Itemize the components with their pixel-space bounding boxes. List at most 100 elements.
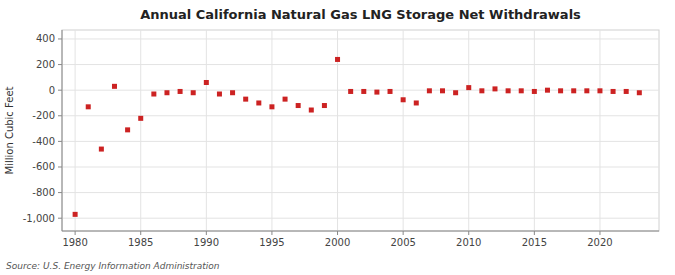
x-tick-label: 2005 xyxy=(390,237,415,248)
point xyxy=(178,89,183,94)
point xyxy=(545,88,550,93)
point xyxy=(597,88,602,93)
x-grid-line xyxy=(75,30,76,231)
y-tick-label: -400 xyxy=(32,136,55,147)
title: Annual California Natural Gas LNG Storag… xyxy=(140,7,581,22)
x-tick-label: 1995 xyxy=(259,237,284,248)
y-grid-line xyxy=(62,64,659,65)
point xyxy=(374,90,379,95)
y-grid-line xyxy=(62,192,659,193)
point xyxy=(86,104,91,109)
point xyxy=(99,147,104,152)
point xyxy=(164,90,169,95)
x-tick xyxy=(206,231,207,235)
point xyxy=(571,88,576,93)
point xyxy=(138,116,143,121)
point xyxy=(453,90,458,95)
x-tick xyxy=(140,231,141,235)
y-tick-label: 0 xyxy=(49,85,55,96)
y-grid-line xyxy=(62,90,659,91)
y-tick xyxy=(58,141,62,142)
x-axis-line xyxy=(62,231,659,232)
axes: -1,000 -800 -600 -400 -200 0 200 400 1980 1985 199… xyxy=(23,30,659,248)
x-tick xyxy=(403,231,404,235)
x-grid-line xyxy=(140,30,141,231)
point xyxy=(584,88,589,93)
points xyxy=(73,57,642,217)
point xyxy=(296,103,301,108)
y-grid-line xyxy=(62,115,659,116)
point xyxy=(269,104,274,109)
x-tick-label: 2020 xyxy=(587,237,612,248)
point xyxy=(361,89,366,94)
x-grid-line xyxy=(534,30,535,231)
x-tick xyxy=(534,231,535,235)
x-tick-label: 1990 xyxy=(194,237,219,248)
point xyxy=(112,84,117,89)
y-grid-line xyxy=(62,38,659,39)
x-tick-label: 1985 xyxy=(128,237,153,248)
y-grid-line xyxy=(62,218,659,219)
x-tick-label: 2000 xyxy=(325,237,350,248)
point xyxy=(204,80,209,85)
y-axis-line xyxy=(62,30,63,231)
point xyxy=(427,88,432,93)
point xyxy=(230,90,235,95)
point xyxy=(217,92,222,97)
x-tick xyxy=(468,231,469,235)
y-tick-label: 200 xyxy=(36,59,55,70)
point xyxy=(256,100,261,105)
point xyxy=(125,127,130,132)
point xyxy=(479,88,484,93)
y-grid-line xyxy=(62,141,659,142)
y-tick xyxy=(58,192,62,193)
plot-frame xyxy=(62,30,659,231)
x-grid-line xyxy=(599,30,600,231)
point xyxy=(191,90,196,95)
y-tick xyxy=(58,90,62,91)
y-tick-label: -200 xyxy=(32,110,55,121)
x-tick-label: 2015 xyxy=(522,237,547,248)
point xyxy=(532,89,537,94)
point xyxy=(73,212,78,217)
point xyxy=(322,103,327,108)
grid xyxy=(62,30,659,231)
y-tick-label: 400 xyxy=(36,33,55,44)
x-tick xyxy=(271,231,272,235)
y-tick xyxy=(58,166,62,167)
point xyxy=(335,57,340,62)
point xyxy=(519,88,524,93)
point xyxy=(492,86,497,91)
x-tick-label: 2010 xyxy=(456,237,481,248)
point xyxy=(624,89,629,94)
x-tick-label: 1980 xyxy=(62,237,87,248)
point xyxy=(151,92,156,97)
x-tick xyxy=(599,231,600,235)
source-note: Source: U.S. Energy Information Administ… xyxy=(6,261,220,271)
point xyxy=(388,89,393,94)
point xyxy=(309,108,314,113)
point xyxy=(243,97,248,102)
y-grid-line xyxy=(62,166,659,167)
point xyxy=(611,89,616,94)
y-tick-label: -800 xyxy=(32,187,55,198)
point xyxy=(414,100,419,105)
x-tick xyxy=(337,231,338,235)
point xyxy=(283,97,288,102)
point xyxy=(466,85,471,90)
x-tick xyxy=(75,231,76,235)
x-grid-line xyxy=(271,30,272,231)
point xyxy=(401,97,406,102)
x-grid-line xyxy=(206,30,207,231)
point xyxy=(558,88,563,93)
y-tick xyxy=(58,38,62,39)
point xyxy=(506,88,511,93)
y-tick xyxy=(58,218,62,219)
y-tick xyxy=(58,115,62,116)
y-axis-label: Million Cubic Feet xyxy=(4,86,15,174)
x-grid-line xyxy=(468,30,469,231)
y-tick-label: -600 xyxy=(32,161,55,172)
y-tick-label: -1,000 xyxy=(23,213,55,224)
point xyxy=(348,89,353,94)
point xyxy=(440,88,445,93)
